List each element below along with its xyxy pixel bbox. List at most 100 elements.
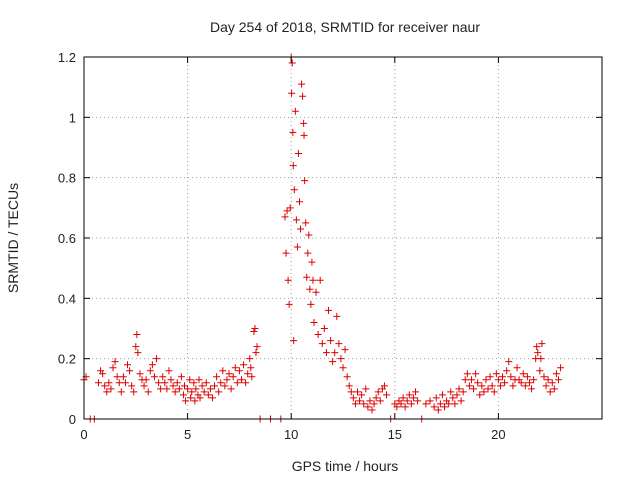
data-point — [507, 373, 515, 381]
data-point — [142, 376, 150, 384]
data-point — [557, 364, 565, 372]
data-point — [521, 382, 529, 390]
data-point — [233, 379, 241, 387]
data-point — [219, 367, 227, 375]
data-point — [399, 394, 407, 402]
data-point — [115, 379, 123, 387]
data-point — [542, 382, 550, 390]
y-tick-label: 0.2 — [58, 352, 76, 367]
data-point — [237, 376, 245, 384]
data-point — [312, 288, 320, 296]
data-point — [380, 382, 388, 390]
data-point — [383, 391, 391, 399]
y-tick-label: 1.2 — [58, 50, 76, 65]
data-point — [354, 388, 362, 396]
data-point — [167, 376, 175, 384]
data-point — [252, 349, 260, 357]
data-point — [499, 373, 507, 381]
data-point — [184, 385, 192, 393]
data-point — [293, 243, 301, 251]
data-point — [430, 403, 438, 411]
data-point — [182, 397, 190, 405]
data-point — [109, 364, 117, 372]
data-point — [246, 355, 254, 363]
data-point — [148, 361, 156, 369]
data-point — [517, 379, 525, 387]
data-point — [173, 379, 181, 387]
data-point — [552, 370, 560, 378]
data-point — [294, 150, 302, 158]
data-point — [414, 397, 422, 405]
data-point — [331, 349, 339, 357]
data-point — [540, 373, 548, 381]
axis-ticks — [83, 56, 602, 420]
data-point — [179, 391, 187, 399]
data-point — [300, 119, 308, 127]
data-point — [291, 107, 299, 115]
data-point — [513, 364, 521, 372]
data-point — [180, 382, 188, 390]
data-point — [163, 385, 171, 393]
chart-title: Day 254 of 2018, SRMTID for receiver nau… — [210, 19, 480, 35]
data-point — [523, 373, 531, 381]
data-point — [155, 379, 163, 387]
data-point — [486, 373, 494, 381]
data-point — [496, 382, 504, 390]
data-point — [405, 391, 413, 399]
data-point — [320, 325, 328, 332]
data-point — [128, 382, 136, 390]
data-point — [534, 349, 542, 357]
data-point — [130, 388, 138, 396]
data-point — [360, 400, 368, 408]
data-point — [492, 370, 500, 378]
data-point — [161, 379, 169, 387]
data-point — [368, 406, 376, 414]
data-point — [305, 231, 313, 239]
data-point — [544, 376, 552, 384]
data-point — [126, 367, 134, 375]
data-point — [528, 385, 536, 393]
data-point — [111, 358, 119, 366]
data-point — [242, 379, 250, 387]
data-point — [339, 364, 347, 372]
y-tick-label: 0.8 — [58, 171, 76, 186]
data-point — [501, 379, 509, 387]
y-tick-labels: 0 0.2 0.4 0.6 0.8 1 1.2 — [58, 50, 76, 427]
data-point — [459, 388, 467, 396]
data-point — [341, 346, 349, 354]
data-point — [292, 216, 300, 224]
data-point — [356, 397, 364, 405]
data-point — [235, 367, 243, 375]
data-point — [188, 388, 196, 396]
data-point — [451, 400, 459, 408]
data-point — [290, 337, 298, 345]
data-point — [175, 385, 183, 393]
data-point — [306, 285, 314, 293]
data-point — [113, 373, 121, 381]
data-point — [121, 379, 129, 387]
data-point — [157, 385, 165, 393]
data-point — [449, 394, 457, 402]
data-point — [169, 382, 177, 390]
data-point — [349, 394, 357, 402]
data-point — [132, 343, 140, 351]
data-point — [318, 340, 326, 348]
data-point — [299, 92, 307, 100]
x-tick-label: 15 — [388, 427, 402, 442]
data-point — [550, 385, 558, 393]
data-point — [432, 394, 440, 402]
data-point — [186, 376, 194, 384]
data-point — [310, 318, 318, 326]
data-point — [503, 367, 511, 375]
data-point — [494, 376, 502, 384]
data-point — [300, 131, 308, 139]
data-point — [478, 382, 486, 390]
data-point — [309, 276, 317, 284]
data-point — [397, 400, 405, 408]
data-point — [150, 373, 158, 381]
data-point — [470, 385, 478, 393]
data-point — [457, 397, 465, 405]
data-point — [225, 370, 233, 378]
data-point — [136, 370, 144, 378]
